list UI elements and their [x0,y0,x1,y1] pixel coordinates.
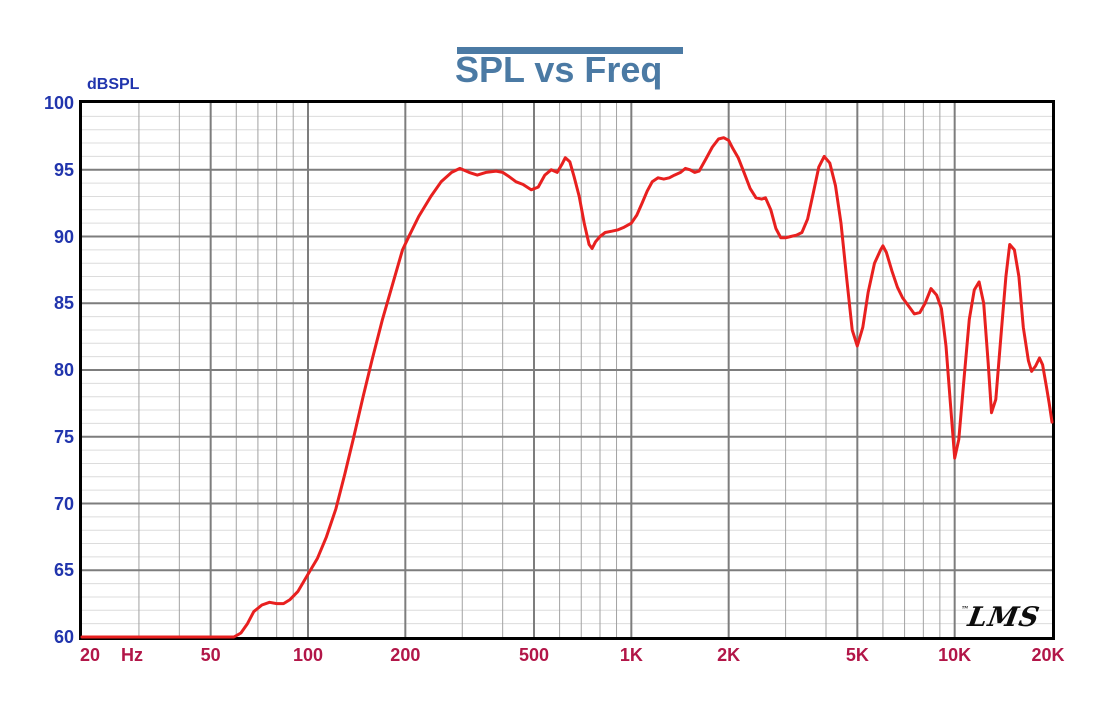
spl-curve [80,136,1054,639]
plot-area: ™LMS [79,100,1055,640]
y-tick-label: 70 [53,493,74,514]
x-tick-label: 5K [845,645,869,665]
lms-logo: ™LMS [957,596,1044,633]
chart-title: SPL vs Freq [455,49,663,90]
x-tick-label: 20K [1031,645,1065,665]
x-tick-label: 500 [518,645,550,665]
spl-frequency-chart [80,103,1054,639]
y-tick-label: 60 [53,627,74,647]
x-tick-label: 2K [717,645,741,665]
x-tick-label: 1K [619,645,643,665]
y-tick-label: 95 [53,159,74,180]
x-tick-label: 50 [200,645,221,665]
y-tick-label: 80 [53,360,74,380]
y-tick-label: 90 [53,226,74,247]
x-tick-label: Hz [121,645,143,665]
title-top-bar [457,47,683,54]
lms-logo-text: LMS [965,602,1043,633]
x-tick-label: 10K [938,645,972,665]
y-tick-label: 75 [53,426,74,447]
x-tick-label: 20 [79,645,101,665]
y-tick-label: 85 [53,293,74,314]
trademark-symbol: ™ [959,604,970,614]
chart-title-block: SPL vs Freq [455,47,685,89]
y-axis-label: dBSPL [87,76,140,93]
y-tick-label: 100 [43,93,74,113]
x-tick-label: 200 [390,645,421,665]
x-tick-label: 100 [292,645,324,665]
y-tick-label: 65 [53,560,74,581]
